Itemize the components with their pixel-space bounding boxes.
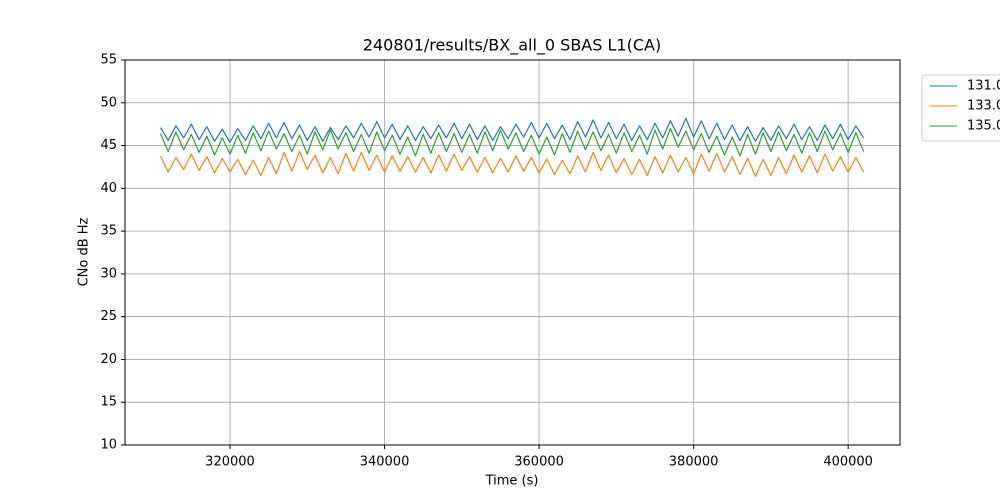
y-tick-label: 40 [100, 181, 117, 196]
x-axis-label: Time (s) [485, 474, 539, 489]
axes-frame [124, 59, 901, 446]
legend-label: 135.0 [967, 119, 1000, 134]
y-tick-label: 10 [100, 438, 117, 453]
legend-label: 131.0 [967, 79, 1000, 94]
y-tick-label: 35 [100, 224, 117, 239]
y-tick-label: 45 [100, 138, 117, 153]
y-axis-label: CNo dB Hz [77, 217, 92, 286]
legend-box [921, 74, 1000, 142]
y-tick-label: 55 [100, 53, 117, 68]
x-tick-label: 340000 [360, 455, 410, 470]
y-tick-label: 30 [100, 266, 117, 281]
legend: 131.0 133.0 135.0 [921, 74, 1000, 142]
series-line [159, 150, 865, 177]
series-line [159, 127, 865, 157]
series-line [159, 117, 865, 143]
x-tick-label: 380000 [669, 455, 719, 470]
plot-area [125, 59, 900, 446]
chart-title: 240801/results/BX_all_0 SBAS L1(CA) [363, 36, 661, 56]
x-tick-label: 360000 [514, 455, 564, 470]
x-tick-label: 400000 [823, 455, 873, 470]
x-tick-label: 320000 [205, 455, 255, 470]
y-tick-label: 25 [100, 309, 117, 324]
legend-label: 133.0 [967, 99, 1000, 114]
y-tick-label: 20 [100, 352, 117, 367]
y-tick-label: 15 [100, 395, 117, 410]
y-tick-label: 50 [100, 95, 117, 110]
